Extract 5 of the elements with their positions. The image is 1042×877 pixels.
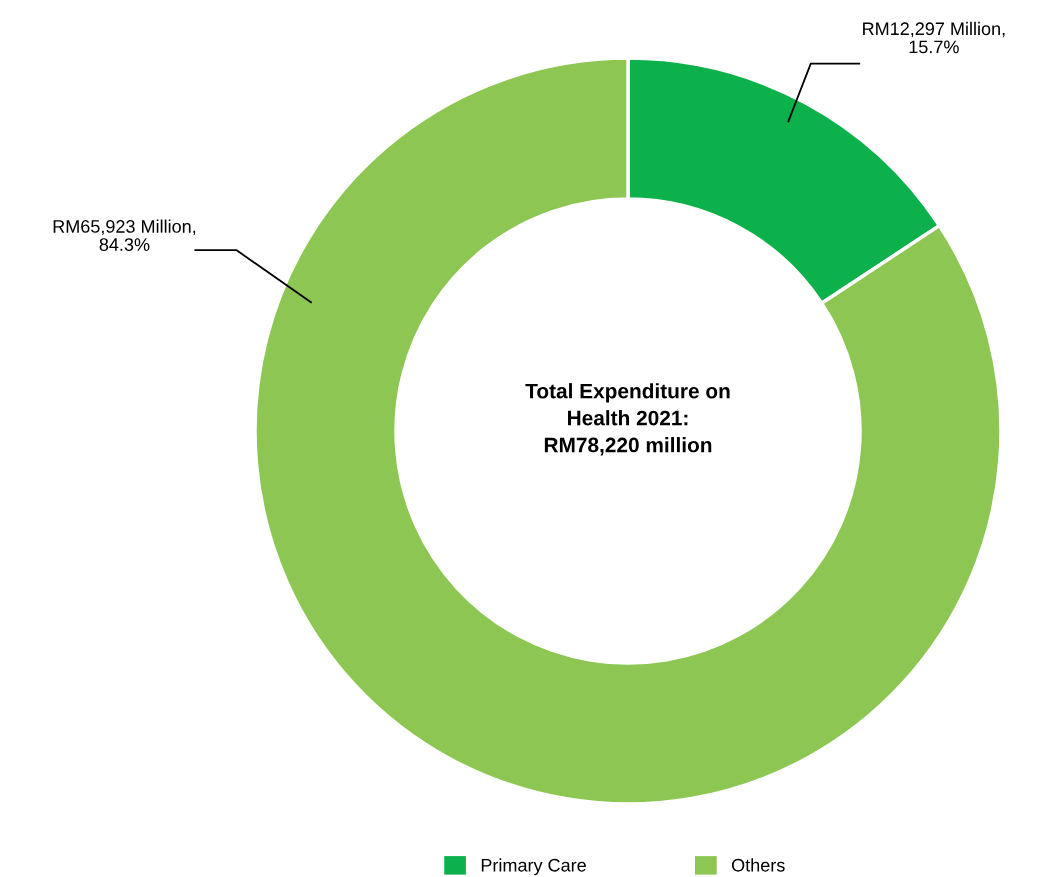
text: Total Expenditure on Health 2021: RM78,220 million [525, 383, 730, 456]
legend-label: Primary Care [481, 858, 586, 876]
data-label: RM12,297 Million, 15.7% [863, 21, 1005, 54]
legend-label: Others [731, 858, 785, 872]
data-label: RM65,923 Million, 84.3% [53, 219, 196, 251]
